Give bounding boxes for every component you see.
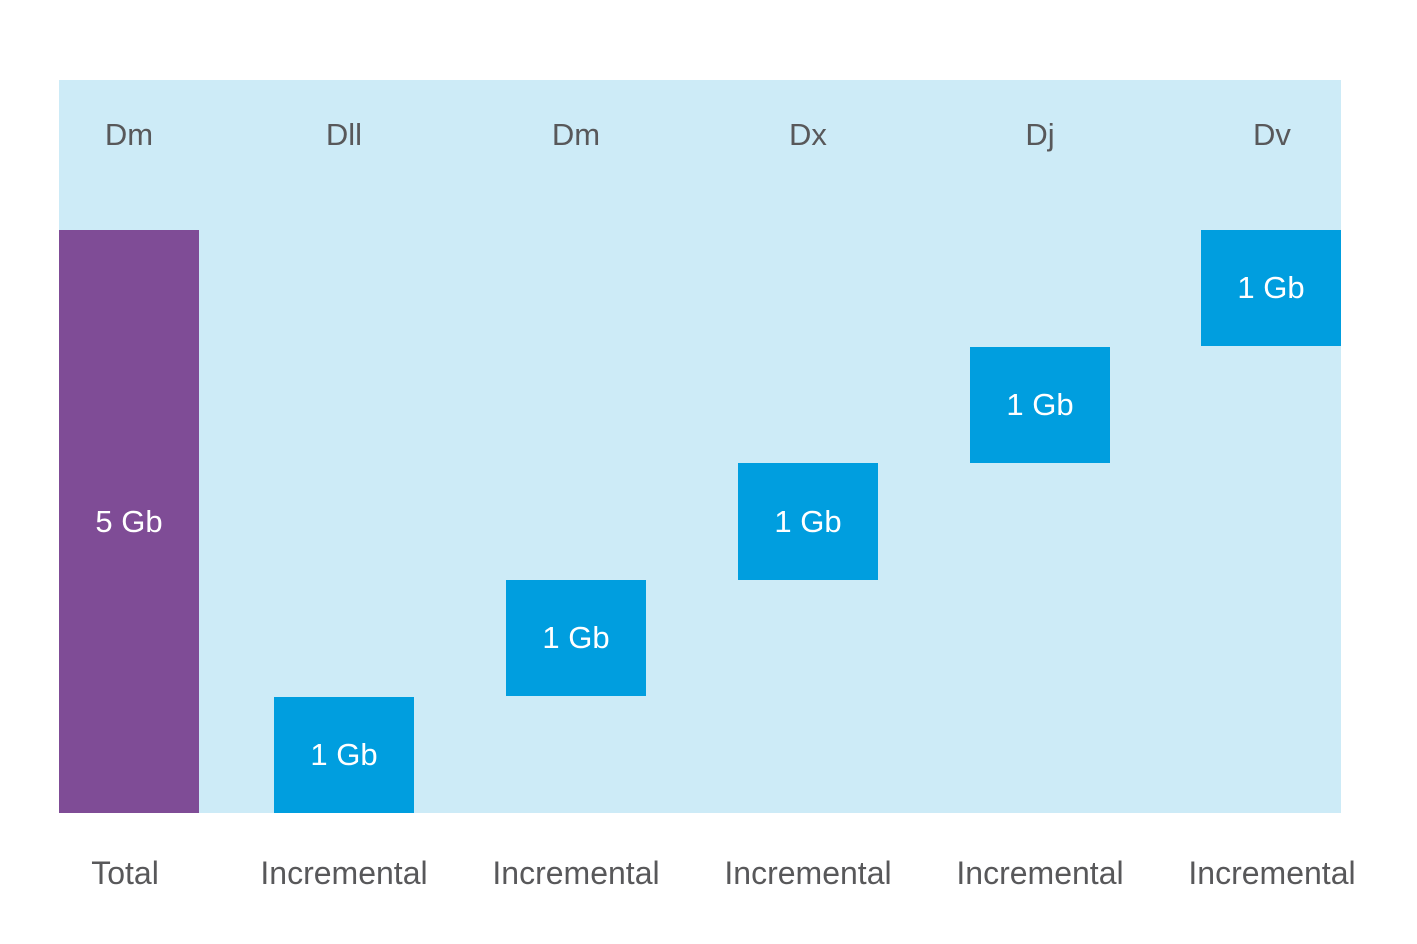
block-size-label-3: 1 Gb xyxy=(542,620,610,655)
backup-type-label-1: Total xyxy=(91,855,159,891)
total-backup-block: 5 Gb xyxy=(59,230,199,813)
incremental-backup-block-3: 1 Gb xyxy=(506,580,646,696)
backup-type-label-4: Incremental xyxy=(724,855,892,891)
block-size-label-4: 1 Gb xyxy=(774,503,842,539)
backup-diagram-panel xyxy=(59,80,1341,813)
incremental-backup-block-4: 1 Gb xyxy=(738,463,878,580)
backup-type-label-6: Incremental xyxy=(1188,855,1356,891)
day-label-3: Dm xyxy=(551,117,601,152)
incremental-backup-block-5: 1 Gb xyxy=(970,347,1110,463)
block-size-label-5: 1 Gb xyxy=(1006,387,1074,422)
day-label-2: Dll xyxy=(325,117,363,152)
block-size-label-1: 5 Gb xyxy=(95,503,163,539)
backup-type-label-3: Incremental xyxy=(492,855,660,891)
day-label-4: Dx xyxy=(789,117,827,152)
backup-type-label-2: Incremental xyxy=(260,855,428,891)
day-label-5: Dj xyxy=(1025,117,1055,152)
day-label-1: Dm xyxy=(104,117,154,152)
backup-type-label-5: Incremental xyxy=(956,855,1124,891)
block-size-label-6: 1 Gb xyxy=(1237,270,1305,305)
incremental-backup-block-6: 1 Gb xyxy=(1201,230,1341,346)
incremental-backup-block-2: 1 Gb xyxy=(274,697,414,813)
block-size-label-2: 1 Gb xyxy=(310,737,378,772)
day-label-6: Dv xyxy=(1253,117,1291,152)
